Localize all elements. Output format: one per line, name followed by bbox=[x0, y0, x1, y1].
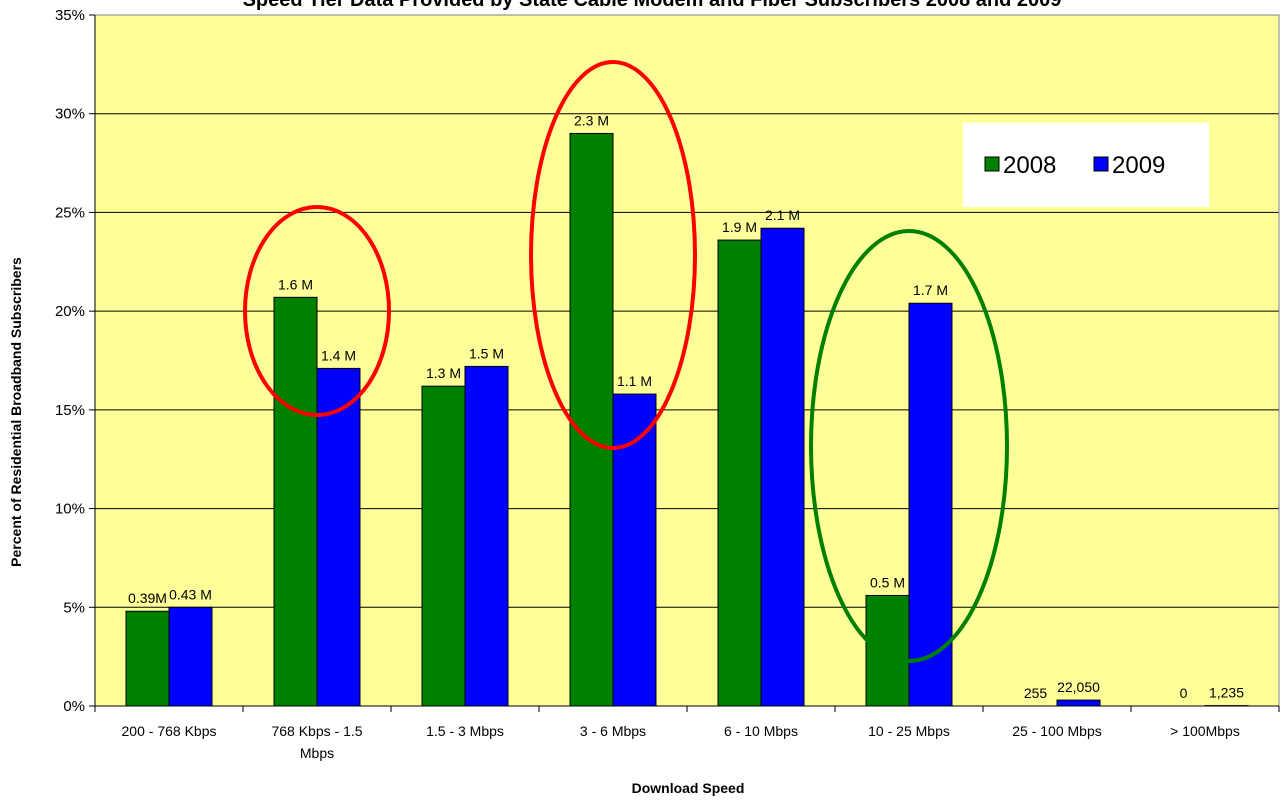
x-tick-label: 25 - 100 Mbps bbox=[1012, 723, 1102, 739]
x-tick-label: 768 Kbps - 1.5 Mbps bbox=[271, 723, 362, 761]
x-axis-title: Download Speed bbox=[632, 780, 745, 796]
data-label: 255 bbox=[1024, 685, 1048, 701]
data-label: 2.1 M bbox=[765, 207, 800, 223]
plot-area bbox=[95, 15, 1279, 706]
data-label: 0 bbox=[1180, 685, 1188, 701]
y-tick-label: 5% bbox=[63, 599, 85, 616]
y-tick-label: 10% bbox=[55, 501, 85, 518]
legend-swatch-2009 bbox=[1093, 156, 1109, 172]
bar-2009 bbox=[908, 302, 953, 707]
y-tick-label: 35% bbox=[55, 7, 85, 24]
y-axis-title: Percent of Residential Broadband Subscri… bbox=[8, 257, 24, 567]
legend-label-2008: 2008 bbox=[1003, 152, 1056, 179]
data-label: 1.6 M bbox=[278, 276, 313, 292]
y-tick-label: 25% bbox=[55, 204, 85, 221]
bar-2008 bbox=[717, 239, 762, 707]
bar-2008 bbox=[125, 610, 170, 707]
y-tick-label: 20% bbox=[55, 303, 85, 320]
bar-2008 bbox=[865, 594, 910, 707]
data-label: 1.1 M bbox=[617, 373, 652, 389]
legend-label-2009: 2009 bbox=[1112, 152, 1165, 179]
x-tick-label: 6 - 10 Mbps bbox=[724, 723, 798, 739]
x-tick-label: 3 - 6 Mbps bbox=[580, 723, 646, 739]
x-tick-label: 200 - 768 Kbps bbox=[122, 723, 217, 739]
y-tick-label: 0% bbox=[63, 698, 85, 715]
data-label: 1.5 M bbox=[469, 345, 504, 361]
data-label: 1.4 M bbox=[321, 347, 356, 363]
chart-title: Speed Tier Data Provided by State Cable … bbox=[243, 0, 1062, 11]
data-label: 1,235 bbox=[1209, 685, 1244, 701]
bar-2008 bbox=[273, 296, 318, 707]
x-tick-label: > 100Mbps bbox=[1170, 723, 1240, 739]
x-tick-label: 1.5 - 3 Mbps bbox=[426, 723, 504, 739]
bar-2008 bbox=[569, 132, 614, 707]
data-label: 2.3 M bbox=[574, 112, 609, 128]
bar-2009 bbox=[760, 227, 805, 707]
data-label: 22,050 bbox=[1057, 679, 1100, 695]
legend-box bbox=[963, 123, 1209, 207]
bar-2009 bbox=[464, 365, 509, 707]
y-tick-label: 15% bbox=[55, 402, 85, 419]
data-label: 0.5 M bbox=[870, 574, 905, 590]
data-label: 1.9 M bbox=[722, 219, 757, 235]
highlight-ellipse bbox=[809, 229, 1009, 663]
x-tick-label: 10 - 25 Mbps bbox=[868, 723, 950, 739]
data-label: 0.39M bbox=[128, 590, 167, 606]
bar-2009 bbox=[316, 367, 361, 707]
y-tick-label: 30% bbox=[55, 106, 85, 123]
bar-2008 bbox=[421, 385, 466, 707]
highlight-ellipse bbox=[529, 60, 697, 450]
legend-swatch-2008 bbox=[984, 156, 1000, 172]
bar-2009 bbox=[1056, 699, 1101, 707]
bar-2009 bbox=[168, 606, 213, 707]
data-label: 1.7 M bbox=[913, 282, 948, 298]
data-label: 1.3 M bbox=[426, 365, 461, 381]
data-label: 0.43 M bbox=[169, 586, 212, 602]
highlight-ellipse bbox=[243, 205, 391, 417]
